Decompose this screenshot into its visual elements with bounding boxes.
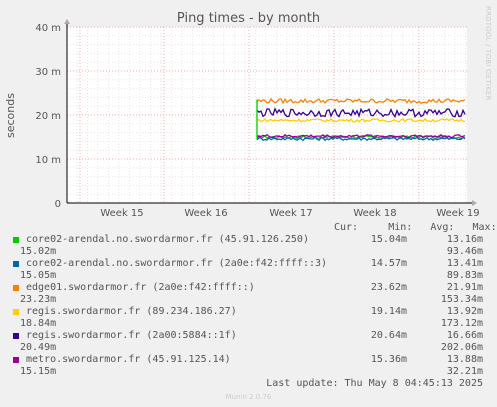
legend-row: regis.swordarmor.fr (89.234.186.27) 19.1… (0, 306, 497, 330)
legend-swatch (13, 261, 19, 267)
y-tick-label: 30 m (35, 67, 61, 78)
x-tick-label: Week 19 (436, 208, 479, 219)
series-max: 153.34m (440, 294, 483, 305)
series-cur: 19.14m (370, 306, 407, 317)
series-cur: 14.57m (370, 258, 407, 269)
series-max: 173.12m (440, 318, 483, 329)
series-lines (256, 97, 466, 142)
y-ticks: 0 10 m 20 m 30 m 40 m (35, 23, 61, 210)
series-name: regis.swordarmor.fr (89.234.186.27) (26, 306, 237, 317)
series-cur: 23.62m (370, 282, 407, 293)
series-max: 32.21m (446, 366, 483, 377)
series-max: 202.06m (440, 342, 483, 353)
series-max: 93.46m (446, 246, 483, 257)
series-line (256, 117, 466, 123)
x-tick-label: Week 16 (184, 208, 227, 219)
last-update: Last update: Thu May 8 04:45:13 2025 (266, 378, 483, 389)
munin-version: Munin 2.0.76 (225, 393, 272, 401)
series-name: metro.swordarmor.fr (45.91.125.14) (26, 354, 231, 365)
series-name: core02-arendal.no.swordarmor.fr (45.91.1… (26, 234, 309, 245)
chart-title: Ping times - by month (176, 11, 321, 26)
legend-row: regis.swordarmor.fr (2a00:5884::1f) 20.6… (0, 330, 497, 354)
series-avg: 23.23m (20, 294, 57, 305)
series-min: 21.91m (446, 282, 483, 293)
x-tick-label: Week 15 (100, 208, 143, 219)
legend-header: Cur: Min: Avg: Max: (334, 222, 497, 233)
series-name: edge01.swordarmor.fr (2a0e:f42:ffff::) (26, 282, 255, 293)
legend-row: edge01.swordarmor.fr (2a0e:f42:ffff::) 2… (0, 282, 497, 306)
y-tick-label: 0 (55, 199, 61, 210)
y-tick-label: 10 m (35, 155, 61, 166)
series-min: 13.41m (446, 258, 483, 269)
series-line (256, 107, 466, 118)
x-tick-label: Week 18 (353, 208, 396, 219)
series-cur: 15.36m (370, 354, 407, 365)
legend-row: core02-arendal.no.swordarmor.fr (45.91.1… (0, 234, 497, 258)
series-line (256, 136, 466, 142)
series-avg: 18.84m (20, 318, 57, 329)
series-cur: 15.04m (370, 234, 407, 245)
series-cur: 20.64m (370, 330, 407, 341)
series-min: 13.88m (446, 354, 483, 365)
y-axis-arrow (64, 19, 70, 24)
series-name: regis.swordarmor.fr (2a00:5884::1f) (26, 330, 237, 341)
series-avg: 15.02m (20, 246, 57, 257)
x-axis-arrow (472, 200, 477, 206)
series-line (256, 133, 466, 139)
series-min: 16.66m (446, 330, 483, 341)
series-avg: 20.49m (20, 342, 57, 353)
series-name: core02-arendal.no.swordarmor.fr (2a0e:f4… (26, 258, 328, 269)
legend-row: core02-arendal.no.swordarmor.fr (2a0e:f4… (0, 258, 497, 282)
legend-swatch (13, 333, 19, 339)
legend-row: metro.swordarmor.fr (45.91.125.14) 15.36… (0, 354, 497, 378)
legend-swatch (13, 285, 19, 291)
legend-swatch (13, 309, 19, 315)
series-line (256, 97, 466, 105)
series-max: 89.83m (446, 270, 483, 281)
rrdtool-credit: RRDTOOL / TOBI OETIKER (484, 6, 492, 101)
series-avg: 15.15m (20, 366, 57, 377)
y-tick-label: 20 m (35, 111, 61, 122)
series-avg: 15.05m (20, 270, 57, 281)
series-min: 13.92m (446, 306, 483, 317)
x-tick-label: Week 17 (269, 208, 312, 219)
x-ticks: Week 15 Week 16 Week 17 Week 18 Week 19 (100, 208, 479, 219)
legend-swatch (13, 357, 19, 363)
series-min: 13.16m (446, 234, 483, 245)
legend-swatch (13, 237, 19, 243)
y-tick-label: 40 m (35, 23, 61, 34)
